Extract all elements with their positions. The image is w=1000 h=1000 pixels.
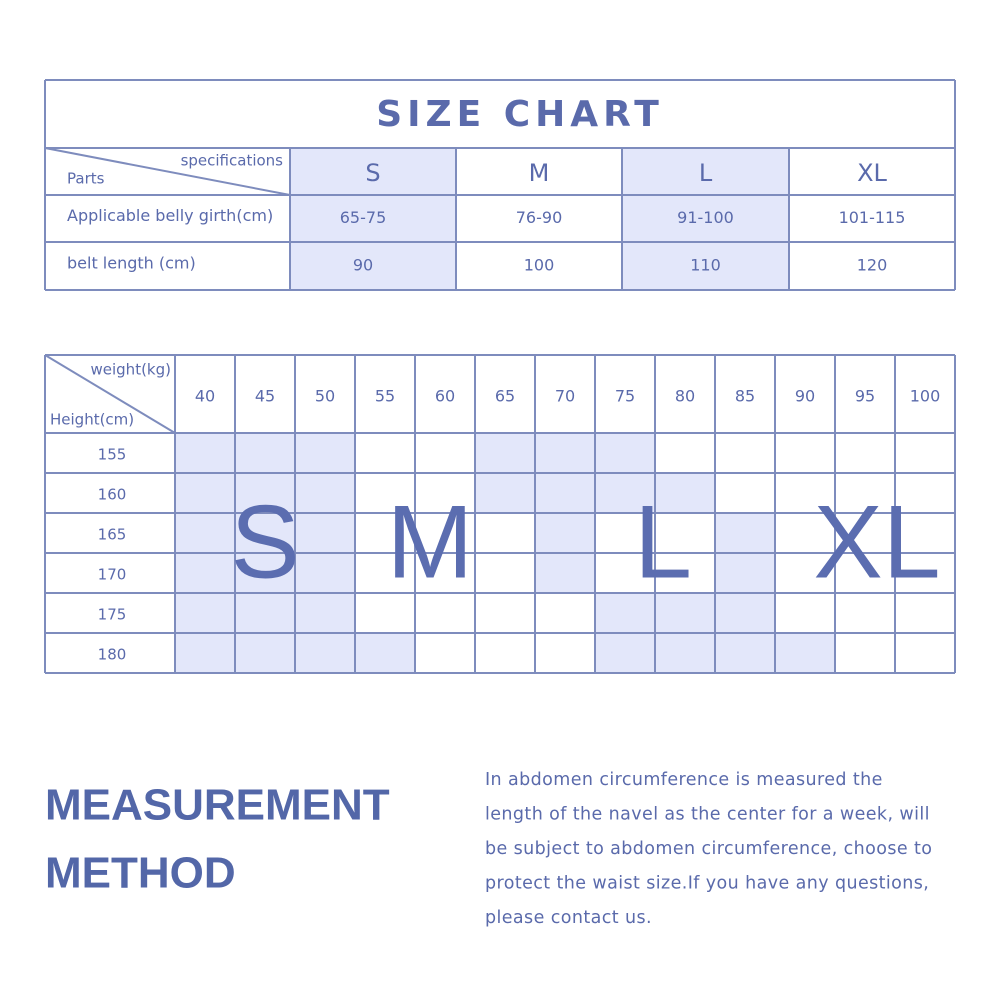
shaded-cell: [715, 633, 775, 673]
shaded-cell: [175, 513, 235, 553]
shaded-cell: [715, 593, 775, 633]
shaded-cell: [475, 433, 535, 473]
size-zone-label: S: [230, 484, 299, 600]
size-zone-label: XL: [813, 484, 940, 600]
cell-value: 101-115: [839, 208, 906, 227]
weight-header: 40: [195, 387, 215, 406]
row-label: belt length (cm): [67, 254, 196, 273]
shaded-cell: [295, 473, 355, 513]
weight-header: 100: [910, 387, 941, 406]
shaded-cell: [595, 633, 655, 673]
weight-header: 65: [495, 387, 515, 406]
shaded-cell: [290, 148, 456, 195]
corner-label: Height(cm): [50, 411, 134, 429]
shaded-cell: [175, 473, 235, 513]
shaded-cell: [535, 513, 595, 553]
description-line: please contact us.: [485, 908, 652, 928]
shaded-cell: [655, 473, 715, 513]
shaded-cell: [235, 513, 295, 553]
size-header: XL: [857, 159, 887, 187]
size-zone-label: L: [634, 484, 692, 600]
shaded-cell: [175, 553, 235, 593]
description-line: protect the waist size.If you have any q…: [485, 874, 929, 894]
cell-value: 120: [857, 256, 888, 275]
weight-header: 75: [615, 387, 635, 406]
description-line: In abdomen circumference is measured the: [485, 770, 883, 790]
shaded-cell: [622, 148, 789, 195]
shaded-cell: [622, 195, 789, 242]
shaded-cell: [235, 473, 295, 513]
shaded-cell: [295, 513, 355, 553]
weight-header: 90: [795, 387, 815, 406]
corner-label: weight(kg): [91, 361, 172, 379]
weight-header: 85: [735, 387, 755, 406]
shaded-cell: [715, 553, 775, 593]
weight-header: 95: [855, 387, 875, 406]
corner-label: specifications: [181, 152, 284, 170]
description-line: length of the navel as the center for a …: [485, 805, 930, 825]
shaded-cell: [622, 242, 789, 290]
shaded-cell: [295, 593, 355, 633]
cell-value: 100: [524, 256, 555, 275]
description-line: be subject to abdomen circumference, cho…: [485, 839, 932, 859]
cell-value: 90: [353, 256, 373, 275]
height-label: 170: [98, 566, 127, 584]
cell-value: 91-100: [677, 208, 734, 227]
shaded-cell: [290, 195, 456, 242]
shaded-cell: [655, 593, 715, 633]
height-label: 155: [98, 446, 127, 464]
weight-header: 55: [375, 387, 395, 406]
shaded-cell: [595, 433, 655, 473]
shaded-cell: [595, 593, 655, 633]
shaded-cell: [175, 633, 235, 673]
shaded-cell: [295, 553, 355, 593]
shaded-cell: [595, 473, 655, 513]
weight-header: 70: [555, 387, 575, 406]
shaded-cell: [175, 433, 235, 473]
weight-header: 50: [315, 387, 335, 406]
height-label: 165: [98, 526, 127, 544]
cell-value: 110: [690, 256, 721, 275]
shaded-cell: [235, 633, 295, 673]
corner-label: Parts: [67, 170, 105, 188]
weight-header: 80: [675, 387, 695, 406]
section-heading: MEASUREMENT: [45, 781, 390, 830]
shaded-cell: [295, 433, 355, 473]
size-header: M: [529, 159, 550, 187]
shaded-cell: [715, 513, 775, 553]
table-line: [44, 147, 291, 196]
shaded-cell: [535, 473, 595, 513]
shaded-cell: [235, 553, 295, 593]
shaded-cell: [535, 553, 595, 593]
section-heading: METHOD: [45, 849, 236, 898]
row-label: Applicable belly girth(cm): [67, 206, 273, 225]
height-label: 180: [98, 646, 127, 664]
shaded-cell: [355, 633, 415, 673]
cell-value: 65-75: [340, 208, 387, 227]
weight-header: 60: [435, 387, 455, 406]
size-header: S: [365, 159, 380, 187]
size-chart-title: SIZE CHART: [376, 94, 664, 135]
cell-value: 76-90: [516, 208, 563, 227]
shaded-cell: [290, 242, 456, 290]
shaded-cell: [535, 433, 595, 473]
shaded-cell: [655, 633, 715, 673]
height-label: 160: [98, 486, 127, 504]
size-zone-label: M: [387, 484, 474, 600]
weight-header: 45: [255, 387, 275, 406]
height-label: 175: [98, 606, 127, 624]
shaded-cell: [235, 593, 295, 633]
shaded-cell: [235, 433, 295, 473]
table-line: [44, 354, 176, 434]
shaded-cell: [775, 633, 835, 673]
size-header: L: [699, 159, 713, 187]
shaded-cell: [175, 593, 235, 633]
shaded-cell: [475, 473, 535, 513]
shaded-cell: [295, 633, 355, 673]
